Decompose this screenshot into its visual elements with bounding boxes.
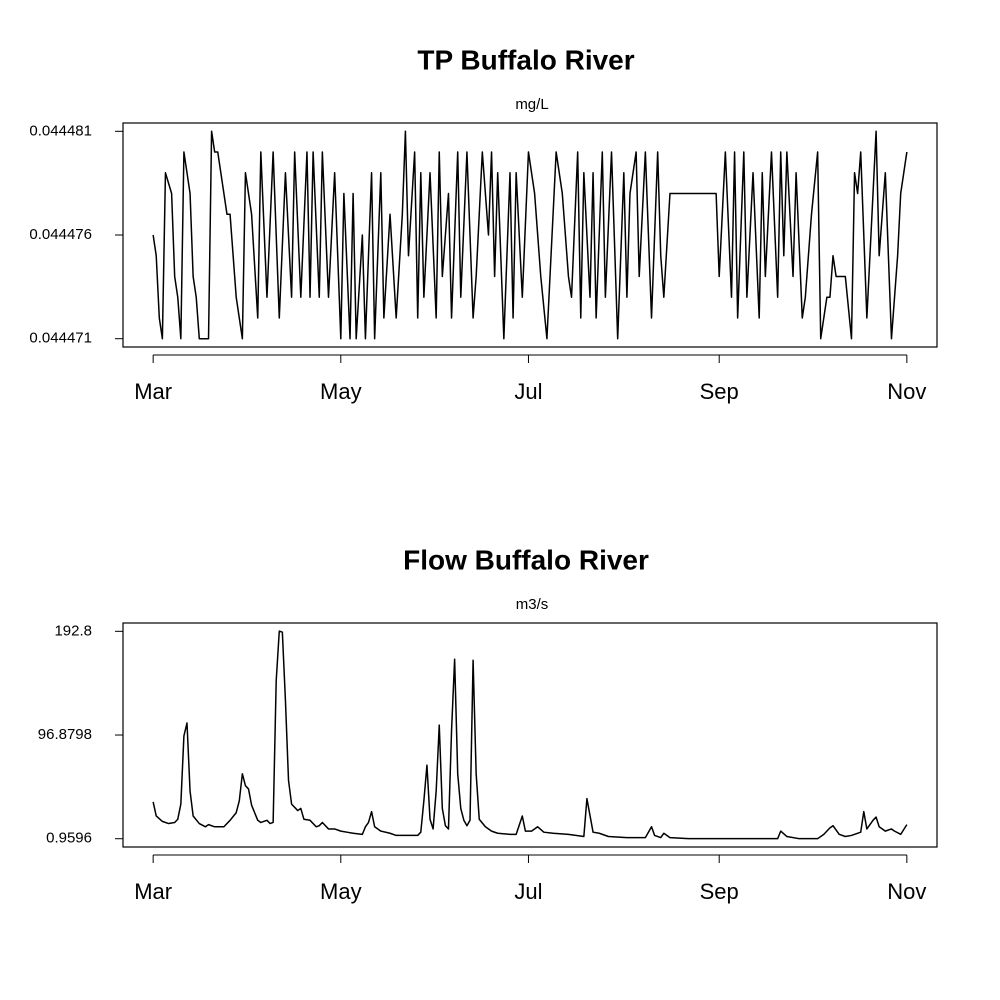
- chart-subtitle: m3/s: [516, 596, 549, 613]
- x-tick-label: Jul: [514, 879, 542, 904]
- plot-frame: [122, 622, 938, 848]
- chart-title: Flow Buffalo River: [403, 544, 649, 575]
- y-tick-label: 0.044481: [29, 122, 92, 139]
- x-tick-label: Sep: [700, 379, 739, 404]
- x-tick-label: Nov: [887, 879, 926, 904]
- y-tick-label: 96.8798: [38, 726, 92, 743]
- data-line: [152, 630, 908, 840]
- x-tick-label: Mar: [134, 379, 172, 404]
- data-line: [152, 130, 908, 340]
- y-tick-label: 0.9596: [46, 830, 92, 847]
- chart-subtitle: mg/L: [515, 96, 548, 113]
- x-tick-label: Jul: [514, 379, 542, 404]
- x-tick-label: May: [320, 379, 362, 404]
- y-tick-label: 0.044476: [29, 226, 92, 243]
- y-tick-label: 0.044471: [29, 330, 92, 347]
- x-tick-label: May: [320, 879, 362, 904]
- x-tick-label: Sep: [700, 879, 739, 904]
- chart-title: TP Buffalo River: [417, 44, 634, 75]
- x-tick-label: Nov: [887, 379, 926, 404]
- x-tick-label: Mar: [134, 879, 172, 904]
- y-tick-label: 192.8: [54, 622, 92, 639]
- plot-frame: [122, 122, 938, 348]
